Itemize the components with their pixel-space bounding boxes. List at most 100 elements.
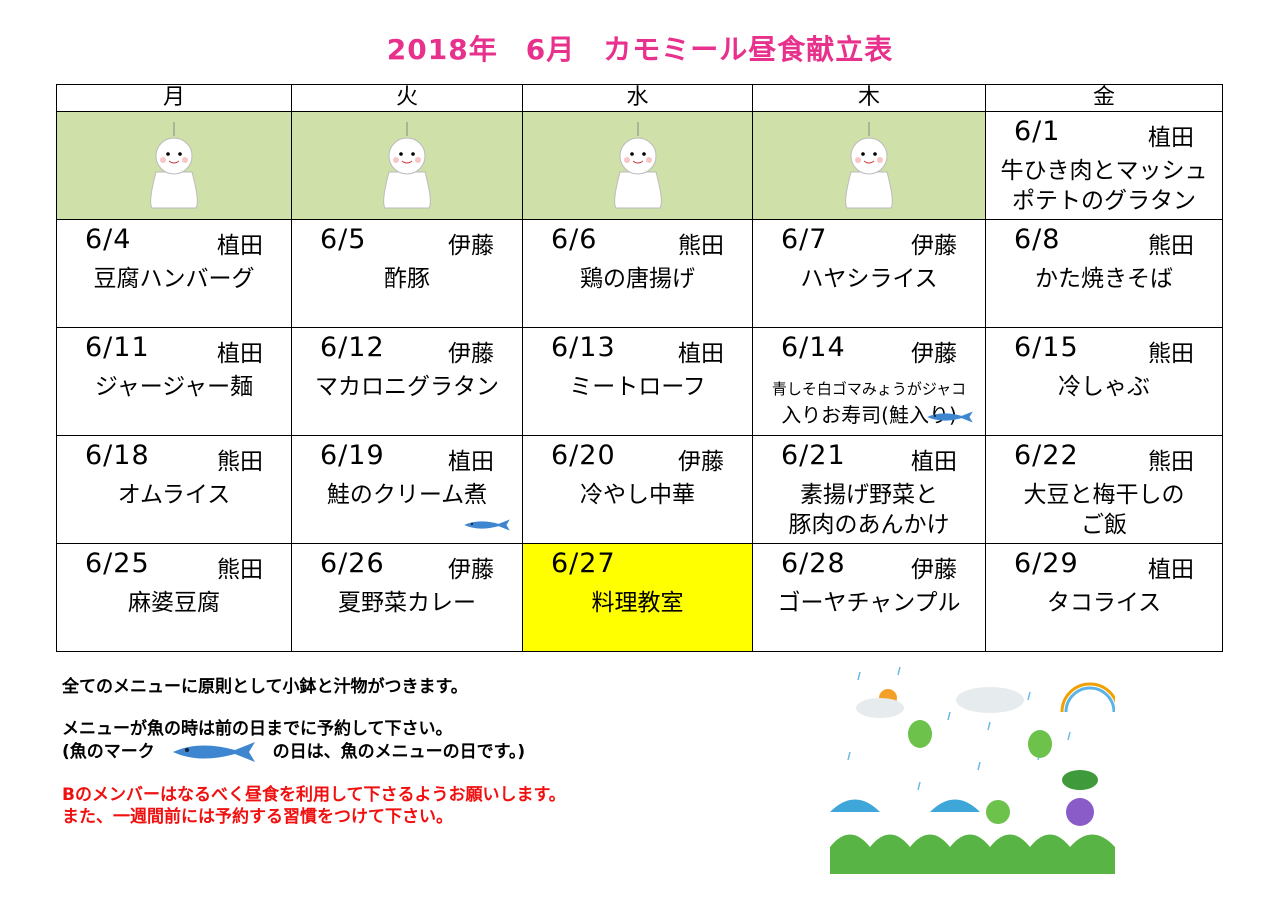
day-menu: 大豆と梅干しの ご飯 [1023, 482, 1185, 538]
empty-day-cell [56, 111, 292, 220]
day-cell: 6/29 植田 タコライス [985, 543, 1223, 652]
day-date: 6/25 [85, 548, 150, 579]
page-title: 2018年 6月 カモミール昼食献立表 [386, 33, 894, 66]
day-menu: 鮭のクリーム煮 [326, 482, 488, 508]
day-date: 6/12 [320, 332, 385, 363]
empty-day-cell [522, 111, 753, 220]
day-menu: オムライス [117, 482, 231, 508]
day-date: 6/4 [85, 224, 132, 255]
day-menu: 鶏の唐揚げ [580, 266, 695, 292]
weekday-header: 月 [56, 84, 292, 112]
day-date: 6/26 [320, 548, 385, 579]
note-member-request: Bのメンバーはなるべく昼食を利用して下さるようお願いします。 [62, 785, 566, 805]
note-fish-reservation: メニューが魚の時は前の日までに予約して下さい。 [62, 719, 453, 739]
day-menu: ハヤシライス [800, 266, 938, 292]
day-cell: 6/15 熊田 冷しゃぶ [985, 327, 1223, 436]
day-date: 6/27 [551, 548, 616, 579]
weekday-header: 水 [522, 84, 753, 112]
weekday-header: 金 [985, 84, 1223, 112]
teruteru-bozu-green-bow-icon [57, 112, 291, 216]
day-cell: 6/27 料理教室 [522, 543, 753, 652]
note-side-dishes: 全てのメニューに原則として小鉢と汁物がつきます。 [62, 677, 468, 697]
day-cook: 熊田 [1148, 233, 1194, 259]
menu-calendar: 月火水木金 6/1 植田 牛ひき肉とマッシュ ポテトのグラタン 6/4 植田 豆腐ハンバーグ… [56, 84, 1223, 652]
day-cell: 6/12 伊藤マカロニグラタン [291, 327, 523, 436]
day-menu: かた焼きそば [1035, 266, 1173, 292]
day-menu: 素揚げ野菜と 豚肉のあんかけ [788, 482, 950, 538]
day-menu: ミートローフ [569, 374, 706, 400]
day-date: 6/21 [781, 440, 846, 471]
day-cook: 熊田 [217, 449, 263, 475]
day-cook: 伊藤 [911, 341, 957, 367]
day-cook: 植田 [217, 341, 263, 367]
day-date: 6/11 [85, 332, 150, 363]
day-cook: 熊田 [1148, 341, 1194, 367]
day-cell: 6/11 植田 ジャージャー麺 [56, 327, 292, 436]
fish-icon [172, 742, 255, 762]
day-cell: 6/5 伊藤 酢豚 [291, 219, 523, 328]
day-cook: 伊藤 [448, 233, 494, 259]
day-menu: 青しそ白ゴマみょうがジャコ 入りお寿司(鮭入り) [771, 380, 967, 427]
day-date: 6/19 [320, 440, 385, 471]
day-menu: 料理教室 [591, 590, 684, 616]
day-cook: 植田 [678, 341, 724, 367]
day-cook: 伊藤 [911, 557, 957, 583]
day-date: 6/20 [551, 440, 616, 471]
rainy-season-illustration [830, 666, 1115, 874]
week-row: 6/11 植田 ジャージャー麺 6/12 伊藤 マカロニグラタン 6/13 植田 ミートローフ 6… [56, 327, 1223, 436]
day-cell: 6/4 植田豆腐ハンバーグ [56, 219, 292, 328]
day-cell: 6/25 熊田 麻婆豆腐 [56, 543, 292, 652]
weekday-header: 木 [752, 84, 986, 112]
day-date: 6/29 [1014, 548, 1079, 579]
day-date: 6/14 [781, 332, 846, 363]
day-date: 6/28 [781, 548, 846, 579]
teruteru-bozu-red-ribbon-icon [292, 112, 522, 216]
week-row: 6/4 植田 豆腐ハンバーグ 6/5 伊藤 酢豚 6/6 熊田 鶏の唐揚げ 6/7 伊藤 ハヤシライス… [56, 219, 1223, 328]
day-cook: 熊田 [217, 557, 263, 583]
day-date: 6/5 [320, 224, 367, 255]
teruteru-bozu-bell-icon [523, 112, 752, 216]
notes: 全てのメニューに原則として小鉢と汁物がつきます。 メニューが魚の時は前の日までに… [62, 676, 566, 848]
empty-day-cell [752, 111, 986, 220]
day-cell: 6/26 伊藤夏野菜カレー [291, 543, 523, 652]
day-cell: 6/14 伊藤青しそ白ゴマみょうがジャコ 入りお寿司(鮭入り) [752, 327, 986, 436]
day-cook: 植田 [448, 449, 494, 475]
empty-day-cell [291, 111, 523, 220]
day-cell: 6/1 植田 牛ひき肉とマッシュ ポテトのグラタン [985, 111, 1223, 220]
day-cook: 伊藤 [448, 557, 494, 583]
day-date: 6/13 [551, 332, 616, 363]
day-menu: 酢豚 [384, 266, 430, 292]
day-cook: 伊藤 [448, 341, 494, 367]
weekday-header: 火 [291, 84, 523, 112]
fish-icon [462, 517, 512, 537]
note-fish-mark: (魚のマーク の日は、魚のメニューの日です。) [62, 742, 526, 762]
day-cell: 6/19 植田鮭のクリーム煮 [291, 435, 523, 544]
day-cook: 熊田 [678, 233, 724, 259]
day-cook: 植田 [1148, 557, 1194, 583]
day-cook: 伊藤 [911, 233, 957, 259]
day-date: 6/8 [1014, 224, 1061, 255]
teruteru-bozu-top-hat-icon [753, 112, 985, 216]
day-menu: 冷やし中華 [580, 482, 695, 508]
day-date: 6/22 [1014, 440, 1079, 471]
day-date: 6/1 [1014, 116, 1061, 147]
week-row: 6/25 熊田 麻婆豆腐 6/26 伊藤 夏野菜カレー 6/27 料理教室 6/28 伊藤 ゴーヤチ… [56, 543, 1223, 652]
day-cook: 植田 [217, 233, 263, 259]
day-cell: 6/28 伊藤ゴーヤチャンプル [752, 543, 986, 652]
day-menu: 豆腐ハンバーグ [93, 266, 255, 292]
day-date: 6/15 [1014, 332, 1079, 363]
day-cell: 6/22 熊田 大豆と梅干しの ご飯 [985, 435, 1223, 544]
day-cell: 6/13 植田ミートローフ [522, 327, 753, 436]
day-menu: 夏野菜カレー [338, 590, 476, 616]
day-date: 6/7 [781, 224, 828, 255]
week-row: 6/1 植田 牛ひき肉とマッシュ ポテトのグラタン [56, 111, 1223, 220]
day-cook: 伊藤 [678, 449, 724, 475]
fish-icon [925, 409, 975, 429]
week-row: 6/18 熊田 オムライス 6/19 植田 鮭のクリーム煮 6/20 伊藤 冷やし中華 6/21 植… [56, 435, 1223, 544]
day-cell: 6/7 伊藤ハヤシライス [752, 219, 986, 328]
day-cell: 6/20 伊藤冷やし中華 [522, 435, 753, 544]
day-date: 6/6 [551, 224, 598, 255]
day-cook: 植田 [911, 449, 957, 475]
day-menu: ゴーヤチャンプル [777, 590, 961, 616]
day-menu: マカロニグラタン [315, 374, 499, 400]
